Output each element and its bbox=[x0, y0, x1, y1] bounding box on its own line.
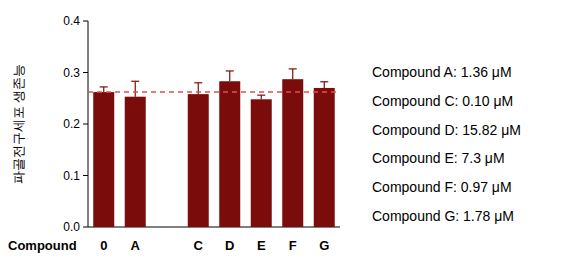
error-stem bbox=[229, 71, 230, 81]
y-tick-label: 0.0 bbox=[63, 220, 80, 234]
error-bar bbox=[226, 71, 234, 81]
annotation: Compound C: 0.10 μM bbox=[372, 93, 513, 109]
x-tick-label: E bbox=[257, 238, 266, 253]
x-tick-label: 0 bbox=[100, 238, 107, 253]
y-tick-label: 0.2 bbox=[63, 117, 80, 131]
y-tick bbox=[83, 175, 88, 176]
error-stem bbox=[135, 81, 136, 96]
error-cap bbox=[320, 81, 328, 82]
chart: 0.0 0.1 0.2 0.3 0.4 파골전구세포 생존능 0 A C D E F G Compound… bbox=[0, 0, 587, 272]
annotation: Compound G: 1.78 μM bbox=[372, 208, 514, 224]
error-bar bbox=[320, 82, 328, 88]
error-bar bbox=[289, 69, 297, 79]
reference-line bbox=[88, 91, 340, 93]
y-tick-label: 0.1 bbox=[63, 169, 80, 183]
annotation: Compound E: 7.3 μM bbox=[372, 150, 505, 166]
annotation: Compound F: 0.97 μM bbox=[372, 179, 512, 195]
bar bbox=[125, 97, 146, 227]
error-cap bbox=[131, 81, 139, 82]
error-bar bbox=[131, 81, 139, 96]
bar bbox=[93, 92, 114, 227]
error-bar bbox=[100, 87, 108, 92]
x-axis-title: Compound bbox=[8, 238, 77, 253]
bar bbox=[188, 94, 209, 227]
error-cap bbox=[100, 86, 108, 87]
error-bar bbox=[257, 95, 265, 99]
y-tick bbox=[83, 21, 88, 22]
bar bbox=[282, 79, 303, 227]
y-tick-label: 0.4 bbox=[63, 14, 80, 28]
y-tick bbox=[83, 227, 88, 228]
bar bbox=[219, 81, 240, 227]
error-cap bbox=[289, 68, 297, 69]
bar bbox=[314, 88, 335, 227]
x-tick-label: A bbox=[131, 238, 141, 253]
y-axis-title: 파골전구세포 생존능 bbox=[11, 64, 26, 185]
annotation: Compound D: 15.82 μM bbox=[372, 122, 521, 138]
x-tick-label: F bbox=[289, 238, 297, 253]
error-stem bbox=[324, 82, 325, 88]
y-tick bbox=[83, 124, 88, 125]
error-stem bbox=[292, 69, 293, 79]
x-tick-label: C bbox=[194, 238, 204, 253]
x-tick-label: G bbox=[319, 238, 329, 253]
y-tick-label: 0.3 bbox=[63, 66, 80, 80]
error-cap bbox=[257, 95, 265, 96]
error-cap bbox=[226, 70, 234, 71]
bar bbox=[251, 99, 272, 227]
y-tick bbox=[83, 72, 88, 73]
marks bbox=[88, 69, 340, 227]
error-stem bbox=[261, 95, 262, 99]
x-tick-label: D bbox=[225, 238, 234, 253]
error-stem bbox=[103, 87, 104, 92]
annotation: Compound A: 1.36 μM bbox=[372, 64, 512, 80]
error-cap bbox=[194, 82, 202, 83]
